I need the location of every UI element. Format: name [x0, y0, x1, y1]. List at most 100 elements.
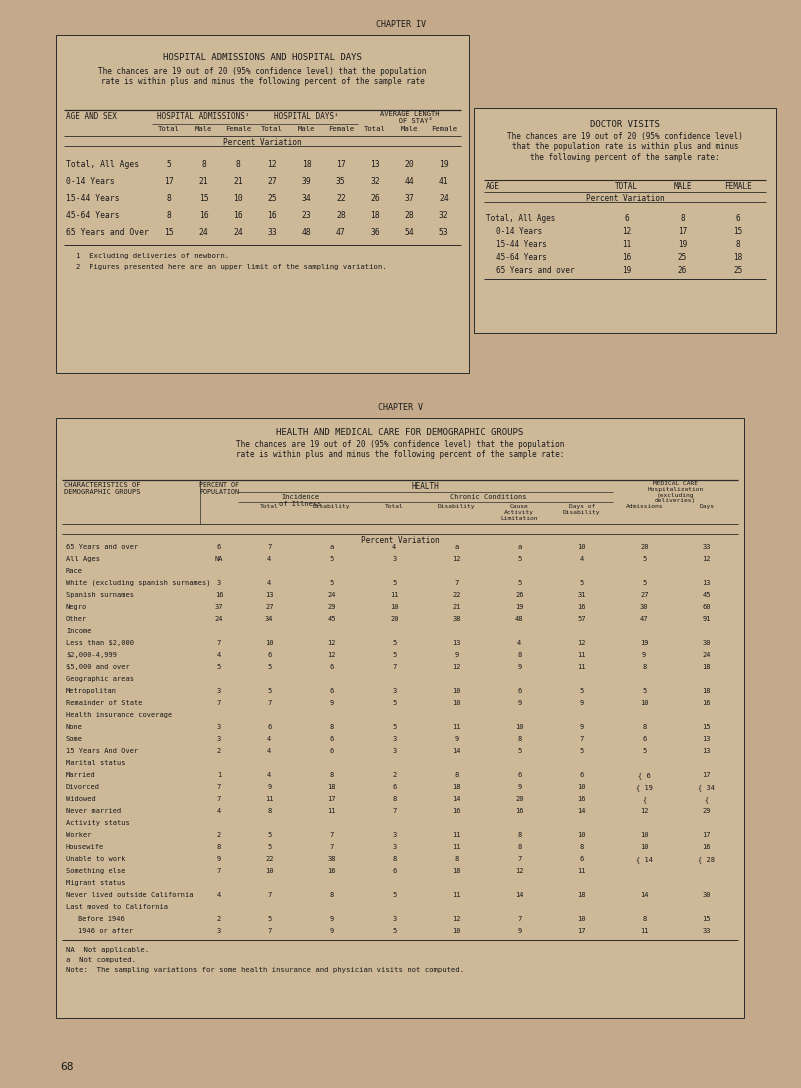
Text: Some: Some [66, 735, 83, 742]
Text: TOTAL: TOTAL [615, 182, 638, 191]
Text: 15-44 Years: 15-44 Years [496, 240, 547, 249]
Text: 3: 3 [392, 688, 396, 694]
Text: 28: 28 [336, 211, 346, 220]
Text: a: a [517, 544, 521, 551]
Text: 9: 9 [330, 700, 334, 706]
Text: 8: 8 [642, 916, 646, 922]
Text: 21: 21 [453, 604, 461, 610]
Text: 53: 53 [439, 228, 449, 237]
Text: 11: 11 [265, 796, 273, 802]
Text: 5: 5 [642, 556, 646, 562]
Text: 28: 28 [405, 211, 414, 220]
Text: Female: Female [225, 126, 251, 132]
Text: 4: 4 [392, 544, 396, 551]
Text: 11: 11 [328, 808, 336, 814]
Text: 4: 4 [217, 808, 221, 814]
Text: 9: 9 [580, 700, 584, 706]
Text: Health insurance coverage: Health insurance coverage [66, 712, 172, 718]
Text: 7: 7 [217, 700, 221, 706]
Text: 15: 15 [702, 724, 711, 730]
Text: 6: 6 [517, 688, 521, 694]
Text: Worker: Worker [66, 832, 91, 838]
Text: Percent Variation: Percent Variation [223, 138, 302, 147]
Text: 7: 7 [517, 856, 521, 862]
Text: Disability: Disability [438, 504, 476, 509]
Text: 7: 7 [517, 916, 521, 922]
Text: 17: 17 [164, 177, 174, 186]
Text: 3: 3 [392, 916, 396, 922]
Text: Less than $2,000: Less than $2,000 [66, 640, 134, 646]
Text: Activity status: Activity status [66, 820, 130, 826]
Text: 4: 4 [267, 556, 272, 562]
Text: 36: 36 [370, 228, 380, 237]
Text: Total: Total [261, 126, 283, 132]
Text: 37: 37 [215, 604, 223, 610]
Text: All Ages: All Ages [66, 556, 100, 562]
Text: 3: 3 [392, 832, 396, 838]
Text: 5: 5 [517, 556, 521, 562]
Text: 18: 18 [702, 664, 711, 670]
Text: 11: 11 [453, 892, 461, 898]
Text: 5: 5 [392, 652, 396, 658]
Text: 2: 2 [217, 916, 221, 922]
Text: 1: 1 [217, 772, 221, 778]
Text: 34: 34 [265, 616, 273, 622]
Text: 20: 20 [640, 544, 649, 551]
Text: 10: 10 [640, 832, 649, 838]
Text: Admissions: Admissions [626, 504, 663, 509]
Text: 3: 3 [392, 735, 396, 742]
Text: 1946 or after: 1946 or after [78, 928, 133, 934]
Text: 11: 11 [640, 928, 649, 934]
Text: 7: 7 [217, 796, 221, 802]
Text: 5: 5 [392, 700, 396, 706]
Text: 8: 8 [235, 160, 240, 169]
Text: 15: 15 [199, 194, 208, 203]
Text: 23: 23 [302, 211, 312, 220]
Text: 12: 12 [453, 664, 461, 670]
Text: Female: Female [431, 126, 457, 132]
Text: 11: 11 [578, 868, 586, 874]
Text: 24: 24 [233, 228, 243, 237]
Text: White (excluding spanish surnames): White (excluding spanish surnames) [66, 580, 211, 586]
Text: Income: Income [66, 628, 91, 634]
Text: 3: 3 [392, 749, 396, 754]
Text: 6: 6 [330, 664, 334, 670]
Text: 32: 32 [439, 211, 449, 220]
Text: 60: 60 [702, 604, 711, 610]
Text: 19: 19 [678, 240, 687, 249]
Text: 44: 44 [405, 177, 414, 186]
Text: 2: 2 [217, 749, 221, 754]
Text: 13: 13 [702, 580, 711, 586]
Text: PERCENT OF
POPULATION: PERCENT OF POPULATION [199, 482, 239, 495]
Text: 10: 10 [390, 604, 399, 610]
Text: 10: 10 [453, 688, 461, 694]
Text: 3: 3 [217, 735, 221, 742]
Text: 10: 10 [640, 844, 649, 850]
Text: 10: 10 [578, 832, 586, 838]
Text: HOSPITAL DAYS¹: HOSPITAL DAYS¹ [274, 112, 339, 121]
Text: 6: 6 [625, 214, 629, 223]
Text: 8: 8 [167, 211, 171, 220]
Text: 8: 8 [517, 652, 521, 658]
Text: 8: 8 [642, 664, 646, 670]
Text: 5: 5 [580, 580, 584, 586]
Text: Male: Male [195, 126, 212, 132]
Text: 13: 13 [702, 735, 711, 742]
Text: 24: 24 [702, 652, 711, 658]
Text: 8: 8 [330, 724, 334, 730]
Text: $5,000 and over: $5,000 and over [66, 664, 130, 670]
Text: 14: 14 [453, 796, 461, 802]
Text: Last moved to California: Last moved to California [66, 904, 168, 910]
Text: 15 Years And Over: 15 Years And Over [66, 749, 139, 754]
Text: Cause
Activity
Limitation: Cause Activity Limitation [501, 504, 538, 520]
Text: 9: 9 [517, 784, 521, 790]
Text: 4: 4 [267, 772, 272, 778]
Text: 2: 2 [392, 772, 396, 778]
Text: 6: 6 [736, 214, 740, 223]
Text: 5: 5 [580, 749, 584, 754]
Text: 10: 10 [640, 700, 649, 706]
Text: 16: 16 [268, 211, 277, 220]
Text: 12: 12 [640, 808, 649, 814]
Text: 8: 8 [517, 735, 521, 742]
Text: 21: 21 [199, 177, 208, 186]
